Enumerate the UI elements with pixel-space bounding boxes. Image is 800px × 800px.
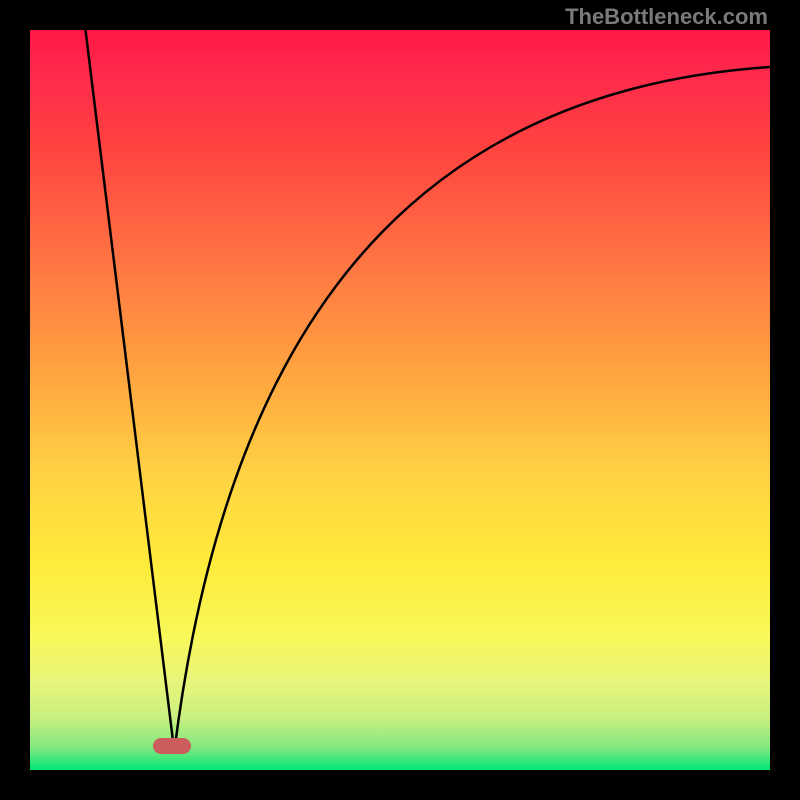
plot-area bbox=[30, 30, 770, 770]
left-descent-line bbox=[86, 30, 175, 752]
curve-overlay bbox=[30, 30, 770, 770]
right-ascent-curve bbox=[174, 67, 770, 752]
chart-container: TheBottleneck.com bbox=[0, 0, 800, 800]
minimum-marker bbox=[153, 738, 191, 754]
watermark-text: TheBottleneck.com bbox=[565, 4, 768, 30]
